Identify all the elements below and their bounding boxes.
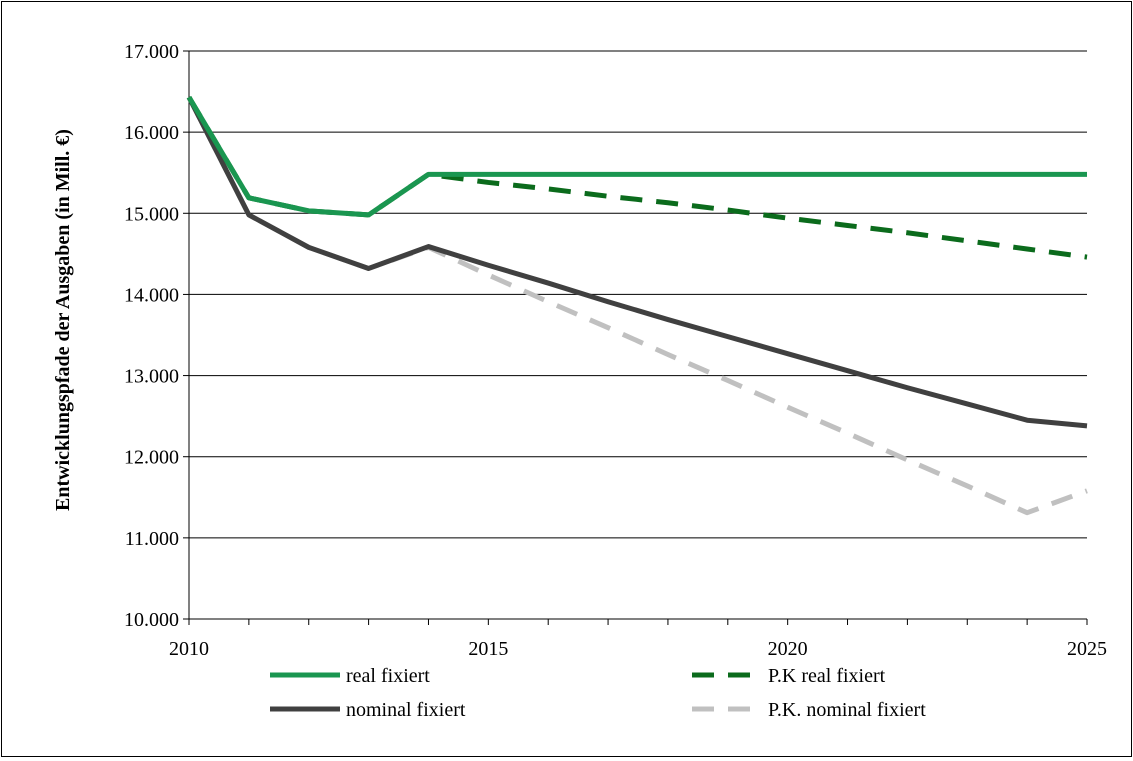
y-tick-label: 15.000 — [124, 203, 179, 225]
x-tick-label: 2020 — [768, 638, 808, 660]
x-tick-label: 2015 — [468, 638, 508, 660]
y-tick-label: 17.000 — [124, 41, 179, 63]
legend: real fixiert P.K real fixiert nominal fixi… — [270, 665, 926, 721]
y-axis-label: Entwicklungspfade der Ausgaben (in Mill.… — [52, 129, 74, 511]
y-tick-label: 14.000 — [124, 284, 179, 306]
series-line-4 — [186, 96, 1088, 516]
axes — [183, 50, 1088, 625]
legend-label: P.K real fixiert — [768, 665, 886, 687]
series-lines — [186, 95, 1088, 516]
legend-label: nominal fixiert — [346, 699, 466, 721]
legend-label: P.K. nominal fixiert — [768, 699, 926, 721]
series-line-3 — [186, 96, 1088, 429]
legend-label: real fixiert — [346, 665, 430, 687]
y-tick-label: 10.000 — [124, 609, 179, 631]
x-tick-labels: 2010 2015 2020 2025 — [169, 638, 1107, 660]
y-tick-label: 16.000 — [124, 122, 179, 144]
x-tick-label: 2010 — [169, 638, 209, 660]
y-tick-label: 13.000 — [124, 366, 179, 388]
series-line-1 — [186, 95, 1087, 218]
series-line-2 — [186, 95, 1088, 260]
x-tick-label: 2025 — [1067, 638, 1107, 660]
gridlines — [189, 50, 1087, 620]
y-tick-label: 11.000 — [125, 528, 179, 550]
y-tick-labels: 10.000 11.000 12.000 13.000 14.000 15.000 16.0… — [124, 41, 179, 631]
y-tick-label: 12.000 — [124, 447, 179, 469]
